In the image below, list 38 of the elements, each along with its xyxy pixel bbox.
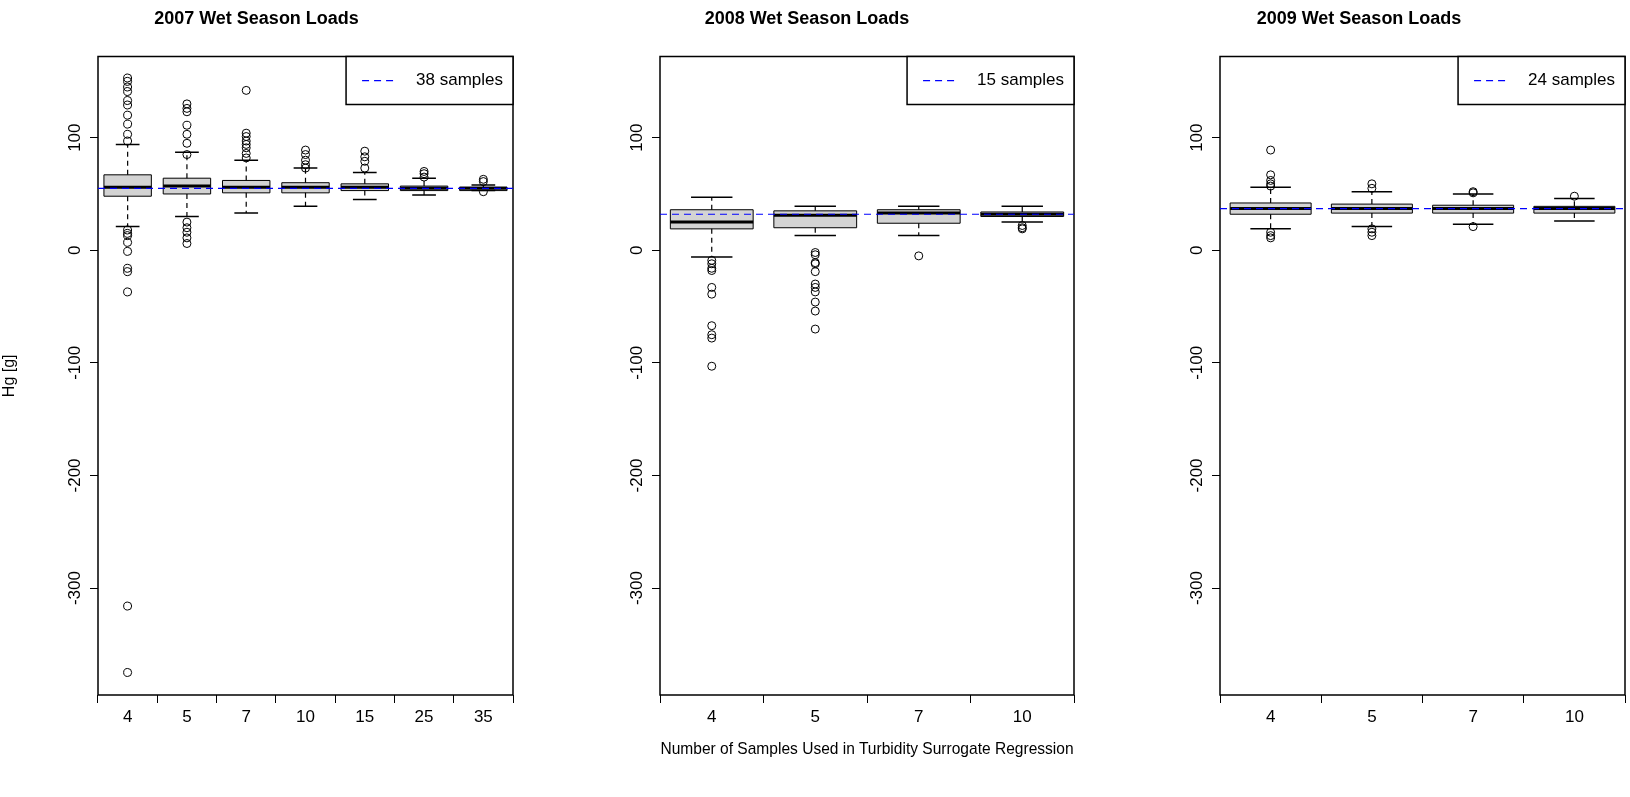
x-tick-label: 10	[296, 706, 315, 726]
x-tick-label: 4	[1265, 706, 1276, 726]
x-tick-label: 25	[414, 706, 434, 726]
x-tick-label: 15	[355, 706, 375, 726]
y-tick-label: -100	[627, 345, 647, 380]
y-tick-label: -200	[65, 458, 85, 493]
x-tick-label: 10	[1012, 706, 1032, 726]
y-tick-label: 100	[1187, 123, 1207, 152]
chart-title: 2008 Wet Season Loads	[704, 7, 910, 28]
x-tick-label: 35	[473, 706, 493, 726]
y-tick-label: -200	[1187, 458, 1207, 493]
x-tick-label: 7	[1468, 706, 1478, 726]
x-tick-label: 4	[707, 706, 717, 726]
y-tick-label: 100	[65, 123, 85, 152]
chart-title: 2009 Wet Season Loads	[1256, 7, 1462, 28]
x-tick-label: 4	[122, 706, 133, 726]
y-tick-label: -100	[1187, 345, 1207, 380]
x-tick-label: 10	[1564, 706, 1584, 726]
legend-label: 38 samples	[416, 70, 503, 90]
x-tick-label: 5	[810, 706, 820, 726]
x-tick-label: 7	[914, 706, 924, 726]
y-tick-label: -200	[627, 458, 647, 493]
y-tick-label: -300	[627, 571, 647, 606]
y-tick-label: -300	[1187, 571, 1207, 606]
y-tick-label: 100	[627, 123, 647, 152]
y-tick-label: 0	[1187, 245, 1207, 255]
y-tick-label: 0	[65, 245, 85, 255]
chart-title: 2007 Wet Season Loads	[154, 7, 359, 28]
x-tick-label: 5	[182, 706, 192, 726]
y-tick-label: -100	[65, 345, 85, 380]
y-axis-title: Hg [g]	[0, 354, 18, 398]
y-tick-label: 0	[627, 245, 647, 255]
x-tick-label: 5	[1367, 706, 1377, 726]
y-tick-label: -300	[65, 571, 85, 606]
x-axis-title: Number of Samples Used in Turbidity Surrogate Regression	[660, 739, 1074, 757]
legend-label: 15 samples	[977, 70, 1064, 90]
x-tick-label: 7	[241, 706, 251, 726]
legend-label: 24 samples	[1528, 70, 1615, 90]
